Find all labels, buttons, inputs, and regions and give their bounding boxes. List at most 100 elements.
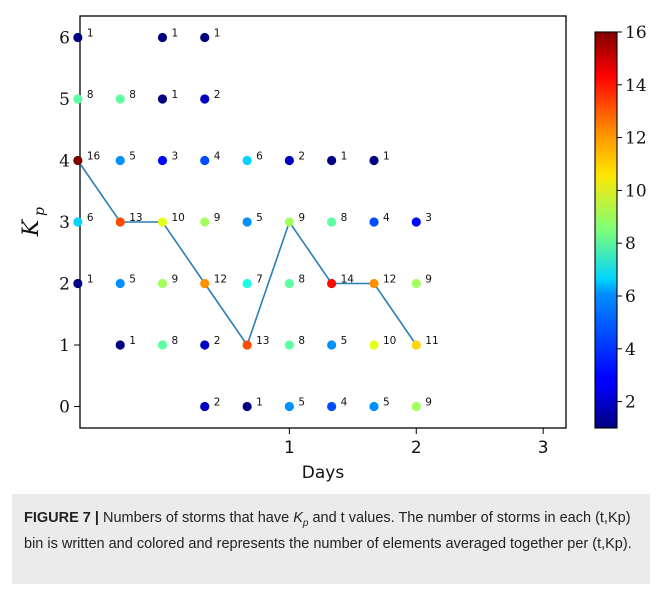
colorbar: 2 4 6 8 10 12 14 16 [594, 23, 647, 429]
data-label: 10 [171, 212, 184, 224]
data-point [115, 217, 125, 227]
data-label: 1 [171, 89, 178, 101]
data-label: 7 [256, 273, 263, 285]
data-point [411, 217, 421, 227]
data-point [200, 278, 210, 289]
data-point [284, 401, 294, 412]
data-label: 6 [256, 151, 263, 163]
data-point [73, 155, 83, 166]
x-axis-title: Days [302, 463, 345, 483]
data-point [369, 340, 379, 350]
data-point [411, 278, 421, 289]
colorbar-tick-label: 2 [625, 393, 636, 413]
data-label: 1 [87, 273, 94, 285]
y-tick-label: 3 [59, 213, 70, 233]
data-point [284, 217, 294, 227]
y-axis-title-main: K [19, 218, 44, 237]
data-point [115, 94, 125, 104]
data-label: 5 [129, 151, 136, 163]
data-point [369, 401, 379, 412]
data-label: 11 [425, 335, 438, 347]
data-point [369, 217, 379, 227]
y-tick-label: 1 [59, 336, 70, 356]
data-label: 2 [214, 335, 221, 347]
data-label: 14 [341, 273, 355, 285]
data-label: 8 [129, 89, 136, 101]
data-label: 13 [256, 335, 269, 347]
data-label: 9 [425, 396, 432, 408]
colorbar-tick-label: 4 [625, 340, 636, 360]
series-line [77, 160, 417, 347]
data-label: 9 [214, 212, 221, 224]
data-label: 12 [383, 273, 396, 285]
data-point [411, 340, 421, 350]
x-tick-label: 3 [538, 438, 549, 458]
data-label: 9 [425, 273, 432, 285]
y-axis-title: Kp [19, 207, 48, 237]
data-label: 2 [214, 396, 221, 408]
data-point [157, 340, 168, 350]
data-label: 1 [214, 28, 221, 40]
data-point [284, 340, 294, 350]
data-point [242, 217, 252, 227]
data-point [369, 278, 379, 289]
data-point [284, 155, 294, 166]
data-label: 16 [87, 151, 101, 163]
data-label: 3 [425, 212, 432, 224]
data-point [242, 340, 252, 350]
caption-kp-main: K [293, 510, 303, 526]
data-label: 4 [214, 151, 221, 163]
data-label: 8 [298, 335, 305, 347]
y-tick-label: 2 [59, 274, 70, 294]
figure-caption: FIGURE 7 | Numbers of storms that have K… [12, 494, 650, 584]
data-label: 5 [129, 273, 136, 285]
data-label: 9 [171, 273, 178, 285]
data-label: 8 [341, 212, 348, 224]
data-label: 2 [298, 151, 305, 163]
data-point [157, 155, 168, 166]
data-label: 5 [383, 396, 390, 408]
y-tick-label: 5 [59, 90, 70, 110]
data-label: 4 [341, 396, 348, 408]
data-point [242, 278, 252, 289]
data-point [327, 155, 337, 166]
caption-text-before: Numbers of storms that have [98, 510, 294, 526]
data-point [327, 401, 337, 412]
caption-label: FIGURE 7 | [24, 510, 99, 526]
x-tick-label: 2 [411, 438, 422, 458]
data-point [200, 32, 210, 43]
data-point [200, 340, 210, 350]
data-label: 8 [298, 273, 305, 285]
data-point [157, 278, 168, 289]
data-label: 13 [129, 212, 142, 224]
data-point [242, 401, 252, 412]
data-point [200, 155, 210, 166]
colorbar-frame [594, 31, 618, 429]
colorbar-tick-label: 14 [625, 76, 647, 96]
data-point [242, 155, 252, 166]
data-label: 1 [256, 396, 263, 408]
caption-text-after: and t values. The number of storms in ea… [24, 510, 632, 552]
data-label: 6 [87, 212, 94, 224]
data-label: 2 [214, 89, 221, 101]
data-label: 1 [341, 151, 348, 163]
data-label: 8 [171, 335, 178, 347]
data-label: 10 [383, 335, 396, 347]
y-tick-label: 4 [59, 152, 70, 172]
data-label: 9 [298, 212, 305, 224]
data-point [157, 94, 168, 104]
data-label: 1 [87, 28, 94, 40]
y-axis-title-sub: p [32, 207, 48, 216]
data-point [200, 217, 210, 227]
data-label: 3 [171, 151, 178, 163]
data-point [73, 32, 83, 43]
data-label: 8 [87, 89, 94, 101]
colorbar-tick-label: 6 [625, 287, 636, 307]
data-label: 12 [214, 273, 227, 285]
data-point [411, 401, 421, 412]
data-point [73, 94, 83, 104]
data-label: 5 [341, 335, 348, 347]
colorbar-tick-label: 8 [625, 234, 636, 254]
